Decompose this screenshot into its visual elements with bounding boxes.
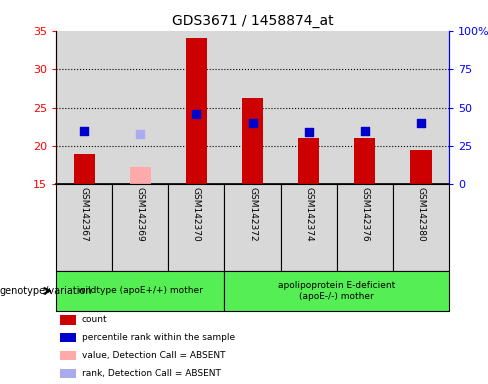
- Text: GSM142380: GSM142380: [416, 187, 426, 242]
- Text: GSM142376: GSM142376: [360, 187, 369, 242]
- Point: [81, 127, 88, 134]
- Point: [249, 120, 257, 126]
- Bar: [224, 271, 449, 311]
- Text: genotype/variation: genotype/variation: [0, 286, 93, 296]
- Bar: [410, 150, 431, 184]
- Text: percentile rank within the sample: percentile rank within the sample: [81, 333, 235, 342]
- Text: GSM142367: GSM142367: [80, 187, 89, 242]
- Bar: [281, 184, 337, 271]
- Bar: [224, 31, 281, 184]
- Bar: [337, 31, 393, 184]
- Bar: [281, 31, 337, 184]
- Bar: [393, 31, 449, 184]
- Bar: [112, 31, 168, 184]
- Text: GSM142369: GSM142369: [136, 187, 145, 242]
- Bar: [354, 138, 375, 184]
- Bar: [168, 184, 224, 271]
- Bar: [298, 138, 319, 184]
- Text: rank, Detection Call = ABSENT: rank, Detection Call = ABSENT: [81, 369, 221, 378]
- Bar: [224, 184, 281, 271]
- Text: GSM142370: GSM142370: [192, 187, 201, 242]
- Bar: [186, 38, 207, 184]
- Point: [361, 127, 369, 134]
- Bar: [60, 315, 76, 324]
- Bar: [56, 271, 224, 311]
- Title: GDS3671 / 1458874_at: GDS3671 / 1458874_at: [172, 14, 333, 28]
- Text: value, Detection Call = ABSENT: value, Detection Call = ABSENT: [81, 351, 225, 360]
- Bar: [242, 98, 263, 184]
- Bar: [112, 184, 168, 271]
- Point: [137, 131, 144, 137]
- Bar: [74, 154, 95, 184]
- Text: wildtype (apoE+/+) mother: wildtype (apoE+/+) mother: [78, 286, 203, 295]
- Bar: [130, 167, 151, 184]
- Bar: [168, 31, 224, 184]
- Bar: [337, 184, 393, 271]
- Point: [305, 129, 313, 135]
- Bar: [60, 333, 76, 342]
- Bar: [56, 31, 112, 184]
- Bar: [60, 369, 76, 378]
- Bar: [56, 184, 112, 271]
- Text: GSM142372: GSM142372: [248, 187, 257, 242]
- Text: apolipoprotein E-deficient
(apoE-/-) mother: apolipoprotein E-deficient (apoE-/-) mot…: [278, 281, 395, 301]
- Point: [193, 111, 201, 117]
- Point: [417, 120, 425, 126]
- Bar: [60, 351, 76, 360]
- Text: count: count: [81, 315, 107, 324]
- Text: GSM142374: GSM142374: [304, 187, 313, 242]
- Bar: [393, 184, 449, 271]
